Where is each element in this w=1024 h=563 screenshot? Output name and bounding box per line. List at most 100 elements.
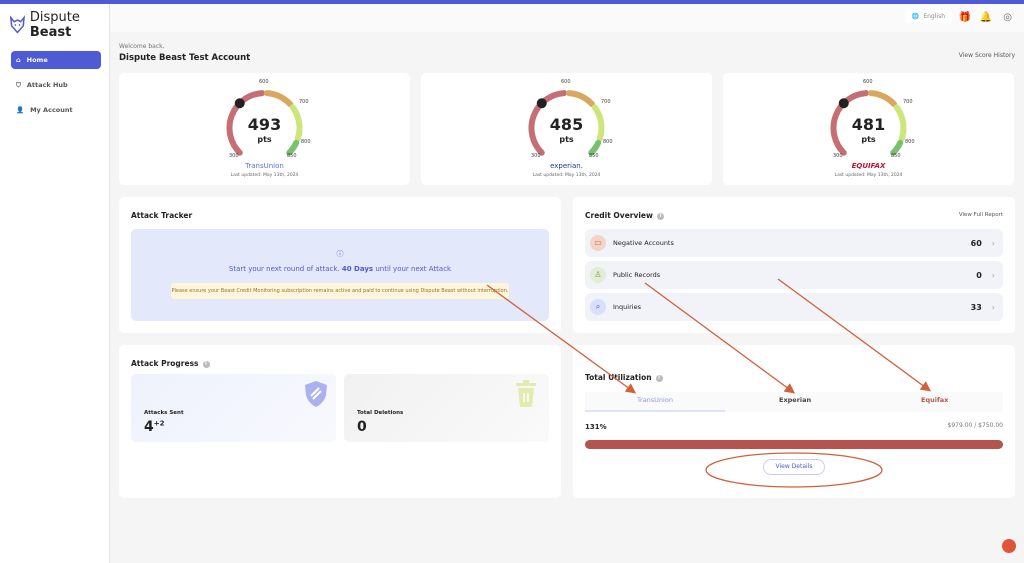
tab-experian[interactable]: Experian <box>779 396 812 404</box>
card-title: Attack Tracker <box>131 211 193 220</box>
attack-countdown: Start your next round of attack. 40 Days… <box>228 265 452 273</box>
inquiries-row[interactable]: ⌕ Inquiries 33 › <box>585 293 1003 321</box>
score-gauge <box>528 90 605 156</box>
bell-icon[interactable]: 🔔 <box>979 12 992 23</box>
gauge-segment-excellent <box>588 139 602 156</box>
chevron-right-icon: › <box>991 302 995 312</box>
score-unit: pts <box>861 135 876 144</box>
gauge-segment-poor <box>226 90 266 156</box>
tick-label: 800 <box>301 139 311 145</box>
tab-transunion[interactable]: TransUnion <box>637 396 673 404</box>
sidebar-item-attack-hub[interactable]: ⛉ Attack Hub <box>11 76 101 94</box>
last-updated: Last updated: May 13th, 2024 <box>532 173 601 178</box>
active-tab-indicator <box>585 410 725 412</box>
subscription-warning: Please ensure your Beast Credit Monitori… <box>171 283 509 299</box>
total-deletions-stat: Total Deletions 0 <box>344 374 549 442</box>
home-icon: ⌂ <box>16 56 21 64</box>
utilization-percent: 131% <box>585 423 607 431</box>
tick-label: 600 <box>561 79 571 85</box>
card-title: Credit Overview <box>585 211 653 220</box>
tick-label: 300 <box>229 153 239 159</box>
gauge-segment-fair <box>867 90 898 108</box>
score-marker <box>536 98 547 109</box>
sidebar-item-label: My Account <box>30 106 73 114</box>
tick-label: 700 <box>601 99 611 105</box>
gauge-segment-excellent <box>890 139 904 156</box>
logo[interactable]: Dispute Beast <box>10 10 109 40</box>
top-accent-bar <box>0 0 1024 4</box>
sidebar-item-label: Attack Hub <box>26 81 68 89</box>
bureau-tabs: TransUnion Experian Equifax <box>585 392 1003 412</box>
gauge-segment-fair <box>565 90 596 108</box>
language-selector[interactable]: 🌐 English <box>904 10 952 23</box>
search-icon: ⌕ <box>590 299 606 315</box>
sidebar-item-my-account[interactable]: 👤 My Account <box>11 101 101 119</box>
trash-icon <box>516 380 536 407</box>
tick-label: 700 <box>299 99 309 105</box>
info-icon[interactable]: i <box>655 374 663 382</box>
sidebar-item-label: Home <box>26 56 48 64</box>
score-marker <box>234 98 245 109</box>
account-name: Dispute Beast Test Account <box>119 53 251 63</box>
tab-equifax[interactable]: Equifax <box>921 396 949 404</box>
tick-label: 800 <box>905 139 915 145</box>
score-card-equifax: 481 pts 600 700 800 850 300 EQUIFAX Last updated… <box>723 73 1014 185</box>
sidebar-item-home[interactable]: ⌂ Home <box>11 51 101 69</box>
chevron-right-icon: › <box>991 238 995 248</box>
score-unit: pts <box>559 135 574 144</box>
globe-icon: 🌐 <box>911 13 920 20</box>
attack-progress-card: Attack Progress i Attacks Sent 4+2 Total … <box>119 345 561 498</box>
score-value: 481 <box>851 115 886 134</box>
shield-icon: ⛉ <box>16 80 21 89</box>
tick-label: 600 <box>259 79 269 85</box>
info-icon: ⓘ <box>336 250 344 258</box>
view-details-button[interactable]: View Details <box>763 459 825 475</box>
attack-tracker-panel: ⓘ Start your next round of attack. 40 Da… <box>131 229 549 321</box>
tick-label: 850 <box>891 153 901 159</box>
brand-name: Dispute <box>29 10 80 25</box>
welcome-text: Welcome back, <box>119 43 165 50</box>
bureau-logo: experian. <box>550 162 583 170</box>
score-unit: pts <box>257 135 272 144</box>
tick-label: 300 <box>531 153 541 159</box>
attack-tracker-card: Attack Tracker ⓘ Start your next round o… <box>119 197 561 333</box>
bureau-logo: EQUIFAX <box>851 162 886 170</box>
gift-icon[interactable]: 🎁 <box>958 12 971 23</box>
gauge-segment-good <box>591 104 605 142</box>
negative-accounts-row[interactable]: ▭ Negative Accounts 60 › <box>585 229 1003 257</box>
attacks-sent-stat: Attacks Sent 4+2 <box>131 374 336 442</box>
utilization-progress-bar <box>585 440 1003 449</box>
score-value: 485 <box>549 115 584 134</box>
gauge-segment-poor <box>528 90 568 156</box>
total-utilization-card: Total Utilization i TransUnion Experian E… <box>573 345 1015 498</box>
public-records-row[interactable]: ♙ Public Records 0 › <box>585 261 1003 289</box>
score-marker <box>838 98 849 109</box>
score-gauge <box>226 90 303 156</box>
card-title: Total Utilization <box>585 373 652 382</box>
bureau-logo: TransUnion <box>245 162 284 170</box>
card-icon: ▭ <box>590 235 606 251</box>
view-score-history-link[interactable]: View Score History <box>958 52 1015 59</box>
gauge-segment-excellent <box>286 139 300 156</box>
view-full-report-link[interactable]: View Full Report <box>958 212 1003 218</box>
tick-label: 600 <box>863 79 873 85</box>
profile-icon[interactable]: ◎ <box>1003 12 1012 23</box>
score-value: 493 <box>247 115 282 134</box>
score-gauge <box>830 90 907 156</box>
score-card-experian: 485 pts 600 700 800 850 300 experian. Last updat… <box>421 73 712 185</box>
info-icon[interactable]: i <box>202 360 210 368</box>
stat-value: 4+2 <box>144 419 165 435</box>
credit-overview-card: Credit Overview i View Full Report ▭ Negat… <box>573 197 1015 333</box>
header: 🌐 English 🎁 🔔 ◎ <box>110 4 1024 32</box>
user-icon: 👤 <box>16 106 25 114</box>
tick-label: 800 <box>603 139 613 145</box>
tick-label: 700 <box>903 99 913 105</box>
chat-button[interactable] <box>1002 539 1016 553</box>
score-card-transunion: 493 pts 600 700 800 850 300 TransUnion Last upda… <box>119 73 410 185</box>
tick-label: 850 <box>589 153 599 159</box>
last-updated: Last updated: May 13th, 2024 <box>834 173 903 178</box>
utilization-amount: $979.00 / $750.00 <box>947 422 1003 429</box>
card-title: Attack Progress <box>131 359 199 368</box>
shield-icon <box>305 381 327 407</box>
info-icon[interactable]: i <box>656 212 664 220</box>
